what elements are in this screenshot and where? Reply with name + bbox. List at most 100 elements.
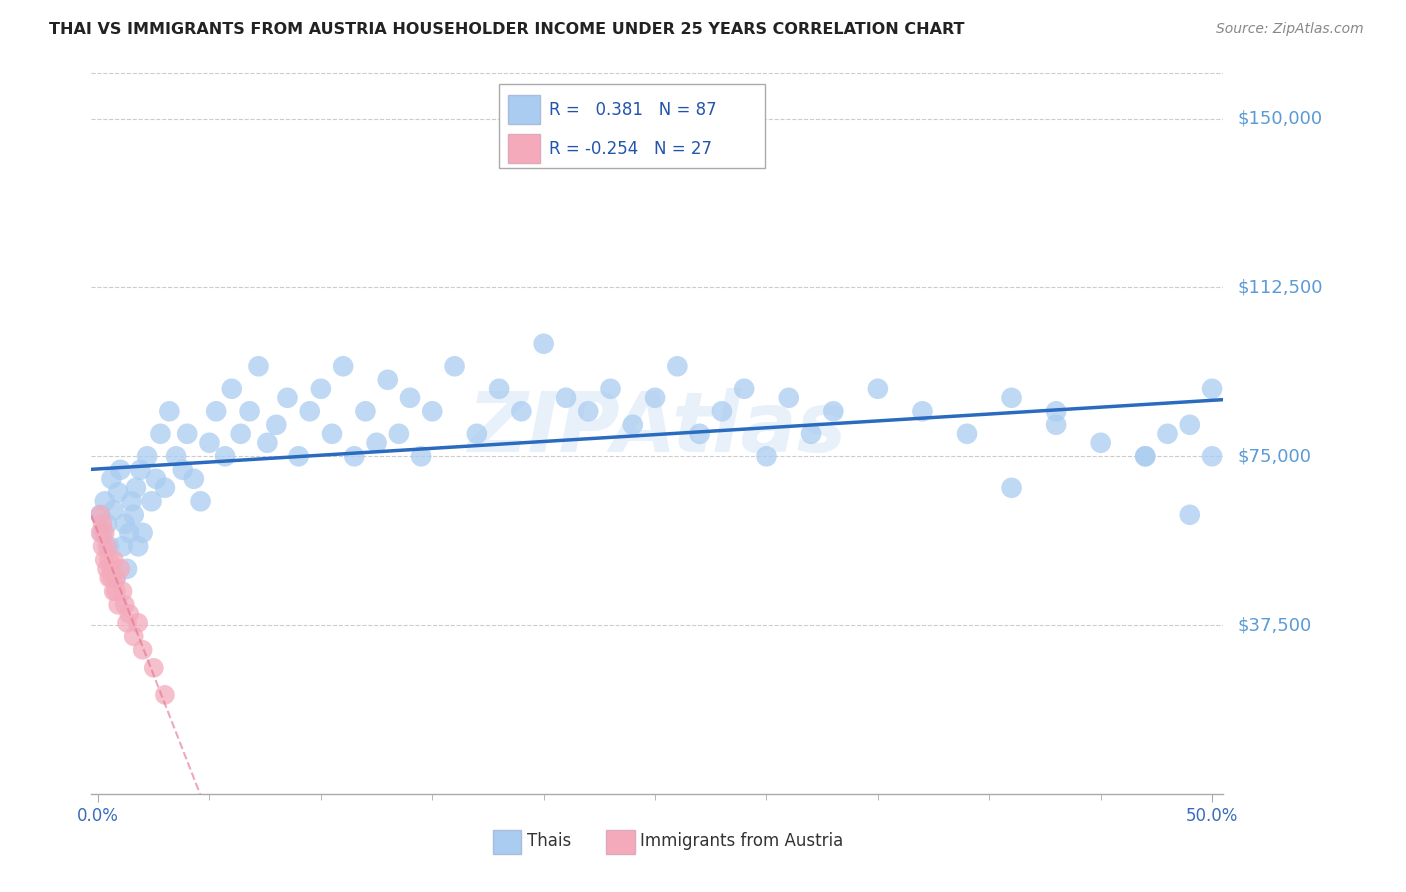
Point xyxy=(755,450,778,464)
Point xyxy=(266,417,288,432)
Point xyxy=(110,463,132,477)
Point xyxy=(332,359,354,374)
Point xyxy=(118,525,141,540)
FancyBboxPatch shape xyxy=(508,95,540,125)
Point xyxy=(239,404,262,418)
Point xyxy=(443,359,465,374)
Point xyxy=(411,450,433,464)
Point xyxy=(866,382,889,396)
Point xyxy=(911,404,934,418)
Point xyxy=(111,539,134,553)
Point xyxy=(488,382,510,396)
Point xyxy=(96,539,118,553)
Point xyxy=(1201,382,1223,396)
Point xyxy=(131,643,153,657)
Point xyxy=(172,463,194,477)
Point xyxy=(1178,417,1201,432)
Point xyxy=(276,391,298,405)
Point xyxy=(145,472,167,486)
Text: R =   0.381   N = 87: R = 0.381 N = 87 xyxy=(548,101,716,119)
Point xyxy=(956,426,979,441)
Point xyxy=(1201,450,1223,464)
Point xyxy=(576,404,599,418)
Point xyxy=(89,508,111,522)
Point xyxy=(205,404,228,418)
Point xyxy=(165,450,187,464)
Point xyxy=(121,494,143,508)
Point xyxy=(100,571,122,585)
Point xyxy=(343,450,366,464)
FancyBboxPatch shape xyxy=(499,85,765,169)
Text: $112,500: $112,500 xyxy=(1237,278,1323,296)
Point xyxy=(599,382,621,396)
Point xyxy=(104,571,127,585)
Point xyxy=(114,516,136,531)
Point xyxy=(1045,404,1067,418)
Point xyxy=(136,450,159,464)
Point xyxy=(149,426,172,441)
Point xyxy=(96,562,118,576)
Text: $37,500: $37,500 xyxy=(1237,616,1312,634)
Point xyxy=(100,562,122,576)
Text: THAI VS IMMIGRANTS FROM AUSTRIA HOUSEHOLDER INCOME UNDER 25 YEARS CORRELATION CH: THAI VS IMMIGRANTS FROM AUSTRIA HOUSEHOL… xyxy=(49,22,965,37)
Point xyxy=(114,598,136,612)
Point xyxy=(1178,508,1201,522)
Point xyxy=(1045,417,1067,432)
Point xyxy=(94,553,117,567)
Point xyxy=(100,472,122,486)
Point xyxy=(111,584,134,599)
Point xyxy=(91,516,114,531)
Point xyxy=(131,525,153,540)
Point xyxy=(666,359,689,374)
Point xyxy=(778,391,800,405)
Text: ZIPAtlas: ZIPAtlas xyxy=(468,388,846,468)
Point xyxy=(510,404,533,418)
Point xyxy=(176,426,198,441)
Point xyxy=(710,404,733,418)
Point xyxy=(377,373,399,387)
Point xyxy=(103,584,125,599)
Point xyxy=(98,571,121,585)
Point xyxy=(183,472,205,486)
Point xyxy=(115,562,138,576)
Point xyxy=(256,435,278,450)
Point xyxy=(89,508,111,522)
Point xyxy=(127,615,149,630)
Point xyxy=(1135,450,1157,464)
Point xyxy=(91,539,114,553)
Point xyxy=(1000,391,1022,405)
Point xyxy=(800,426,823,441)
Point xyxy=(321,426,343,441)
Text: Thais: Thais xyxy=(527,832,571,850)
Point xyxy=(221,382,243,396)
Point xyxy=(190,494,212,508)
Point xyxy=(287,450,309,464)
Point xyxy=(465,426,488,441)
Point xyxy=(229,426,252,441)
Point xyxy=(103,503,125,517)
Point xyxy=(1156,426,1178,441)
Point xyxy=(733,382,755,396)
Point xyxy=(98,539,121,553)
Point xyxy=(125,481,148,495)
Point xyxy=(1135,450,1157,464)
Point xyxy=(153,481,176,495)
Point xyxy=(129,463,152,477)
Text: Source: ZipAtlas.com: Source: ZipAtlas.com xyxy=(1216,22,1364,37)
Point xyxy=(823,404,845,418)
Point xyxy=(533,336,555,351)
Point xyxy=(98,553,121,567)
Point xyxy=(107,598,129,612)
Point xyxy=(309,382,332,396)
Point xyxy=(621,417,644,432)
Point xyxy=(153,688,176,702)
Point xyxy=(104,584,127,599)
Point xyxy=(644,391,666,405)
Point xyxy=(1090,435,1112,450)
Point xyxy=(107,485,129,500)
Point xyxy=(118,607,141,621)
Point xyxy=(354,404,377,418)
Point xyxy=(94,494,117,508)
Point xyxy=(115,615,138,630)
Point xyxy=(399,391,422,405)
